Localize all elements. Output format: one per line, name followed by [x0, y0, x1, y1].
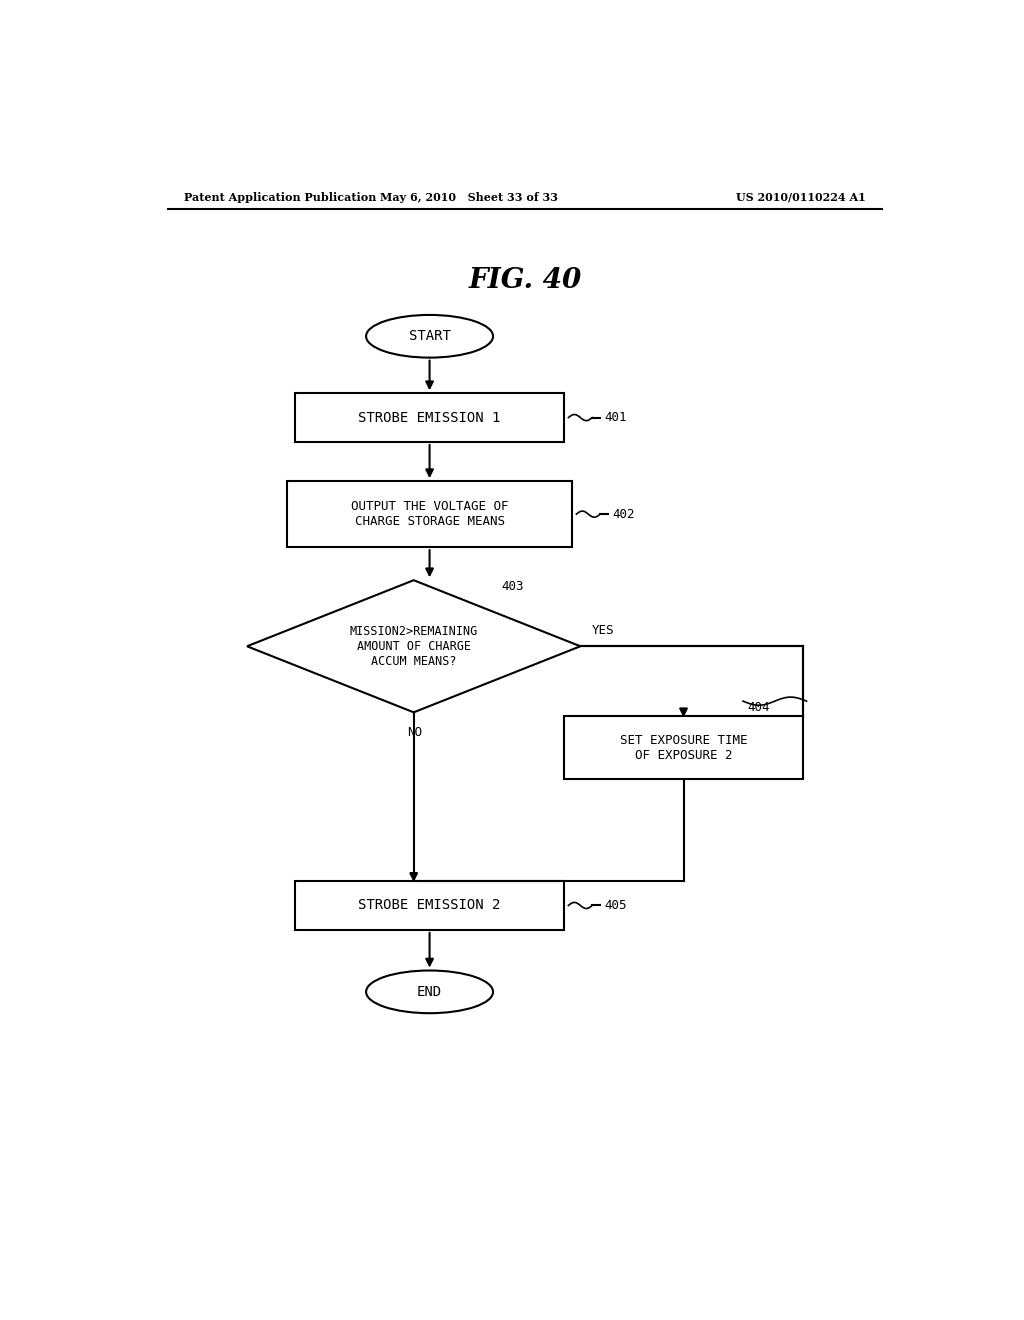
Text: OUTPUT THE VOLTAGE OF
CHARGE STORAGE MEANS: OUTPUT THE VOLTAGE OF CHARGE STORAGE MEA… — [351, 500, 508, 528]
Text: 404: 404 — [748, 701, 769, 714]
Text: STROBE EMISSION 1: STROBE EMISSION 1 — [358, 411, 501, 425]
Text: SET EXPOSURE TIME
OF EXPOSURE 2: SET EXPOSURE TIME OF EXPOSURE 2 — [620, 734, 748, 762]
Text: 405: 405 — [604, 899, 627, 912]
Text: NO: NO — [408, 726, 422, 739]
Text: MISSION2>REMAINING
AMOUNT OF CHARGE
ACCUM MEANS?: MISSION2>REMAINING AMOUNT OF CHARGE ACCU… — [349, 624, 478, 668]
Text: END: END — [417, 985, 442, 999]
Text: May 6, 2010   Sheet 33 of 33: May 6, 2010 Sheet 33 of 33 — [380, 191, 558, 202]
Text: START: START — [409, 329, 451, 343]
Text: US 2010/0110224 A1: US 2010/0110224 A1 — [736, 191, 866, 202]
Text: STROBE EMISSION 2: STROBE EMISSION 2 — [358, 899, 501, 912]
Text: FIG. 40: FIG. 40 — [468, 267, 582, 294]
Text: 403: 403 — [501, 581, 523, 594]
Text: Patent Application Publication: Patent Application Publication — [183, 191, 376, 202]
Text: YES: YES — [592, 623, 614, 636]
Text: 402: 402 — [612, 508, 635, 520]
Text: 401: 401 — [604, 411, 627, 424]
